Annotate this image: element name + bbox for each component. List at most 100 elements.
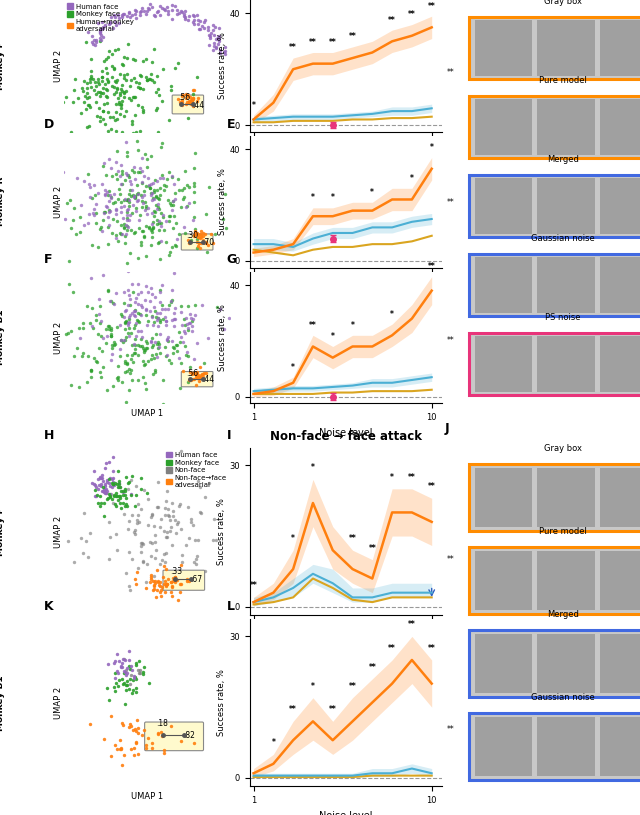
Point — [96, 472, 106, 485]
Point — [214, 302, 225, 315]
Point — [169, 267, 179, 280]
Point — [77, 82, 87, 95]
Point — [102, 492, 113, 505]
Point — [151, 327, 161, 340]
Point — [114, 478, 124, 491]
Point — [103, 220, 113, 233]
Point — [175, 306, 186, 319]
Point — [154, 557, 164, 570]
Point — [175, 336, 185, 349]
Point — [58, 95, 68, 108]
Point — [84, 177, 95, 190]
Point — [177, 548, 188, 562]
Point — [173, 516, 183, 529]
Point — [161, 214, 171, 227]
Point — [93, 241, 103, 254]
Point — [129, 165, 139, 178]
Point — [124, 188, 134, 201]
Point — [148, 216, 158, 229]
Point — [120, 679, 131, 692]
Point — [81, 36, 92, 49]
Point — [119, 90, 129, 104]
Point — [147, 222, 157, 236]
Point — [79, 95, 90, 108]
Point — [106, 191, 116, 204]
Point — [186, 325, 196, 338]
Point — [68, 285, 79, 298]
Point — [122, 303, 132, 316]
Point — [124, 718, 134, 731]
Point — [107, 47, 117, 60]
Point — [108, 297, 118, 310]
Point — [115, 350, 125, 363]
Point — [154, 217, 164, 230]
FancyBboxPatch shape — [600, 337, 640, 392]
Point — [206, 228, 216, 241]
Point — [127, 115, 138, 128]
Point — [131, 191, 141, 204]
Point — [155, 285, 165, 298]
Point — [84, 90, 94, 104]
Point — [136, 5, 147, 18]
Point — [136, 286, 147, 299]
Point — [110, 738, 120, 751]
Point — [142, 73, 152, 86]
Point — [151, 104, 161, 117]
Point — [106, 749, 116, 762]
Point — [146, 282, 156, 295]
Point — [209, 512, 220, 525]
Point — [180, 326, 190, 339]
Point — [127, 349, 137, 362]
Point — [86, 477, 97, 490]
Point — [115, 187, 125, 200]
Point — [140, 357, 150, 370]
Point — [118, 497, 128, 510]
Point — [186, 513, 196, 526]
Point — [194, 22, 204, 35]
Point — [152, 69, 162, 82]
Point — [141, 309, 152, 322]
Point — [120, 483, 130, 496]
Point — [124, 660, 134, 673]
Point — [154, 337, 164, 350]
Point — [101, 89, 111, 102]
Point — [156, 140, 166, 153]
Point — [131, 317, 141, 330]
Point — [212, 301, 222, 314]
Point — [203, 23, 213, 36]
Text: *: * — [331, 332, 335, 341]
Point — [116, 716, 127, 729]
Point — [116, 158, 126, 171]
Point — [186, 97, 196, 110]
Point — [154, 341, 164, 354]
Point — [136, 309, 146, 322]
Point — [172, 338, 182, 351]
Point — [178, 192, 188, 205]
Point — [195, 228, 205, 241]
Y-axis label: UMAP 2: UMAP 2 — [54, 186, 63, 218]
Point — [86, 363, 96, 377]
Point — [115, 68, 125, 81]
Text: .70: .70 — [202, 238, 214, 247]
Point — [182, 318, 192, 331]
Point — [111, 85, 121, 98]
Point — [104, 218, 114, 231]
Point — [188, 372, 198, 385]
Point — [100, 118, 110, 131]
Point — [83, 350, 93, 363]
Point — [185, 360, 195, 373]
FancyBboxPatch shape — [600, 716, 640, 776]
Point — [161, 315, 172, 328]
Point — [111, 82, 122, 95]
Point — [148, 177, 158, 190]
Point — [97, 71, 107, 84]
Point — [140, 344, 150, 357]
Point — [102, 185, 112, 198]
Point — [188, 353, 198, 366]
Point — [191, 227, 202, 240]
Point — [188, 312, 198, 325]
Point — [89, 208, 99, 221]
Point — [90, 490, 100, 503]
Point — [174, 325, 184, 338]
Point — [148, 185, 159, 198]
